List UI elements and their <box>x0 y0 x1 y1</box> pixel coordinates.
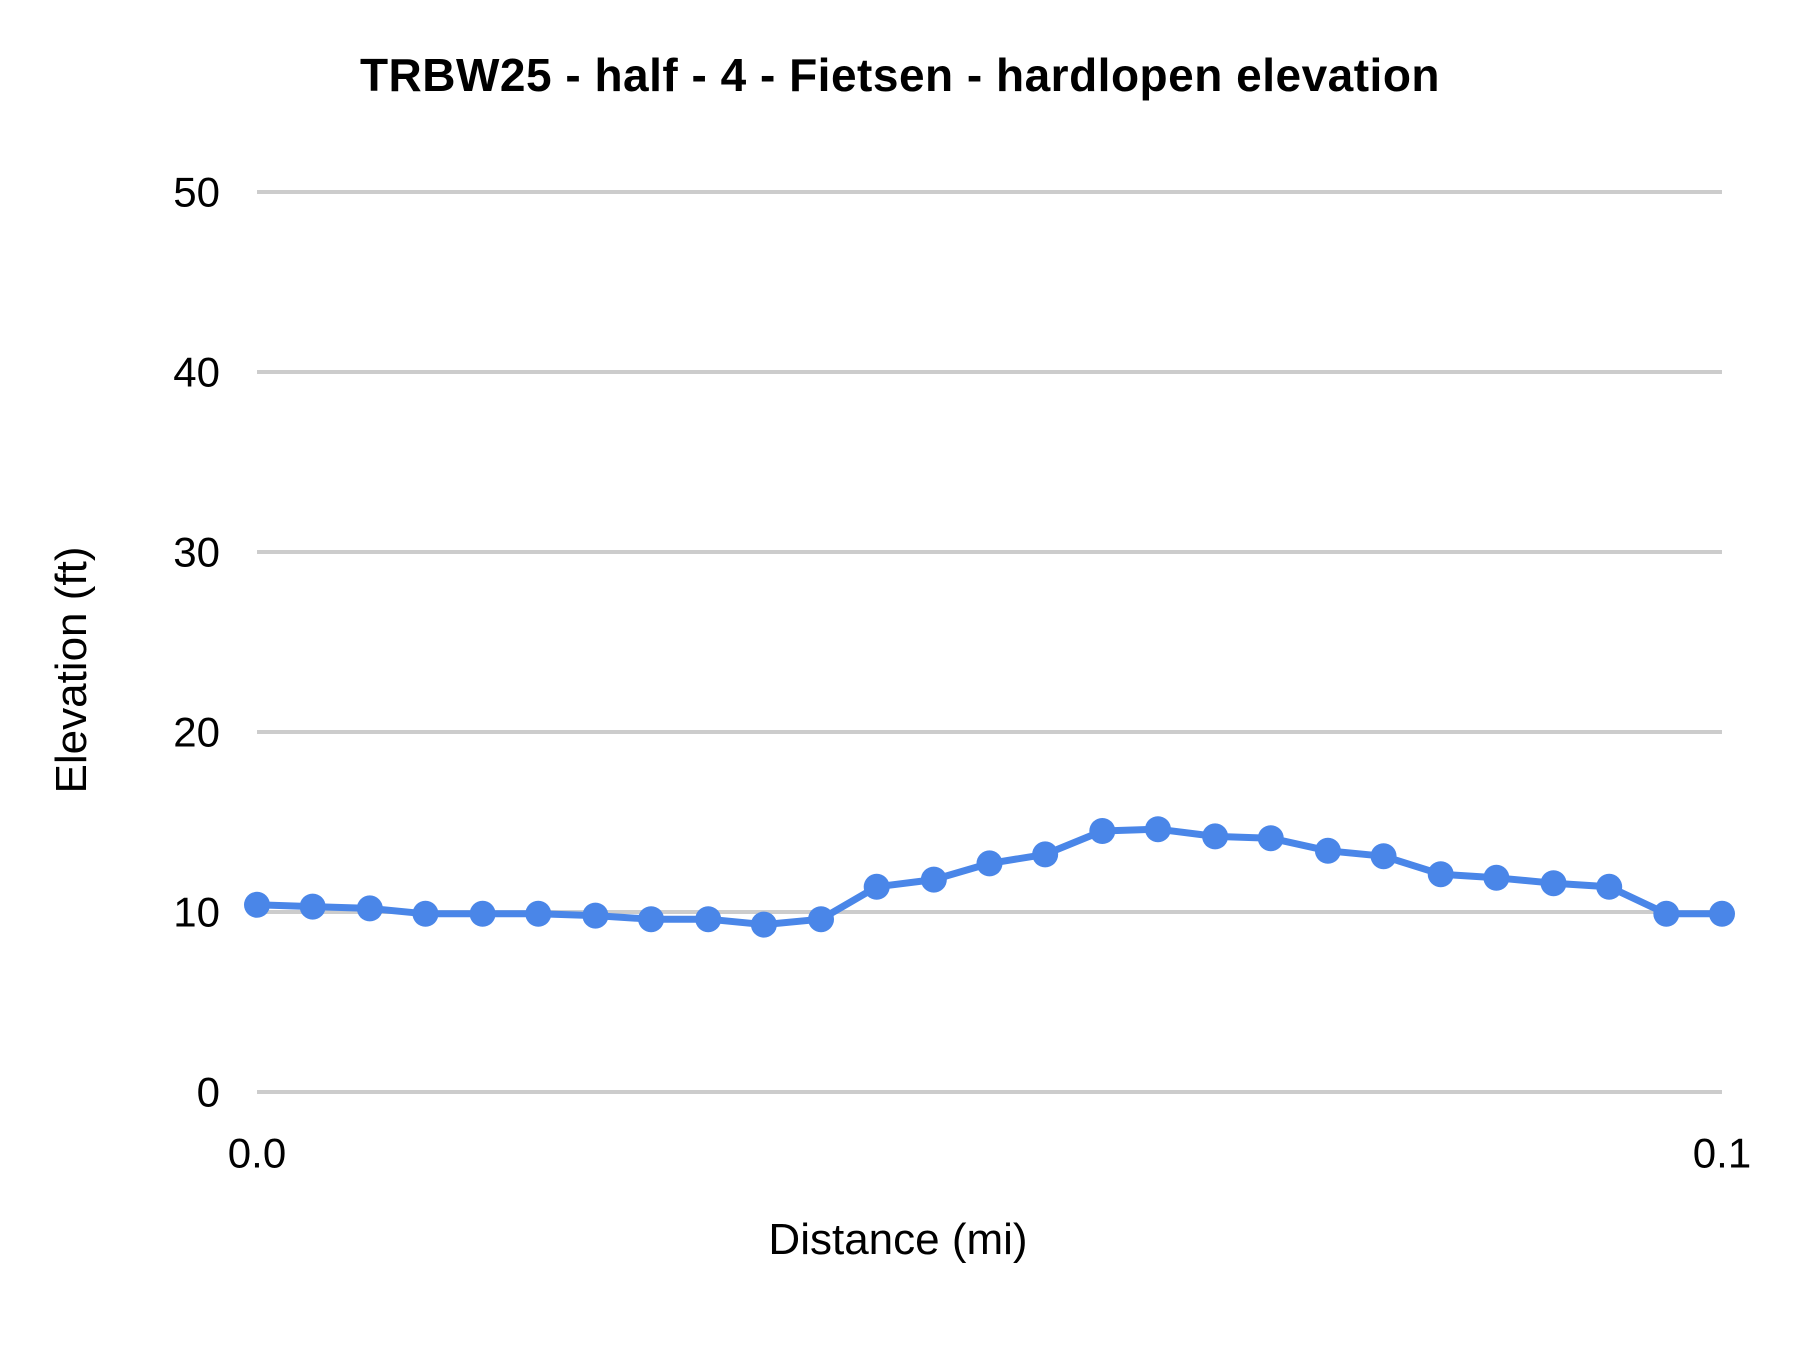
data-point-marker <box>1257 825 1284 852</box>
data-point-marker <box>356 895 383 922</box>
data-point-marker <box>244 891 270 918</box>
x-axis-title: Distance (mi) <box>768 1215 1028 1264</box>
data-point-marker <box>1653 900 1680 927</box>
data-point-marker <box>808 906 835 933</box>
data-point-marker <box>1314 837 1341 864</box>
data-point-marker <box>1540 870 1567 897</box>
data-point-marker <box>1596 873 1623 900</box>
y-tick-label-20: 20 <box>173 709 220 756</box>
data-point-marker <box>920 866 947 893</box>
data-point-marker <box>582 902 609 929</box>
data-point-marker <box>1144 816 1171 843</box>
data-point-marker <box>299 893 326 920</box>
data-point-marker <box>638 906 665 933</box>
data-point-marker <box>1089 818 1116 844</box>
y-tick-label-30: 30 <box>173 529 220 576</box>
x-tick-label-0.0: 0.0 <box>228 1130 286 1177</box>
data-point-marker <box>750 911 777 938</box>
data-point-marker <box>863 873 890 900</box>
y-tick-label-40: 40 <box>173 349 220 396</box>
data-point-marker <box>412 900 439 927</box>
y-tick-label-50: 50 <box>173 169 220 216</box>
data-point-marker <box>695 906 722 933</box>
chart-title: TRBW25 - half - 4 - Fietsen - hardlopen … <box>359 49 1441 101</box>
y-tick-label-10: 10 <box>173 889 220 936</box>
data-point-marker <box>1032 841 1059 868</box>
data-point-marker <box>469 900 496 927</box>
y-tick-label-0: 0 <box>197 1069 220 1116</box>
y-axis-title: Elevation (ft) <box>47 546 96 794</box>
data-point-marker <box>525 900 552 927</box>
data-point-marker <box>976 850 1003 877</box>
data-point-marker <box>1202 823 1229 850</box>
data-point-marker <box>1483 864 1510 891</box>
data-point-marker <box>1709 900 1735 927</box>
x-tick-label-0.1: 0.1 <box>1693 1130 1751 1177</box>
data-point-marker <box>1427 861 1454 888</box>
data-point-marker <box>1370 843 1397 870</box>
